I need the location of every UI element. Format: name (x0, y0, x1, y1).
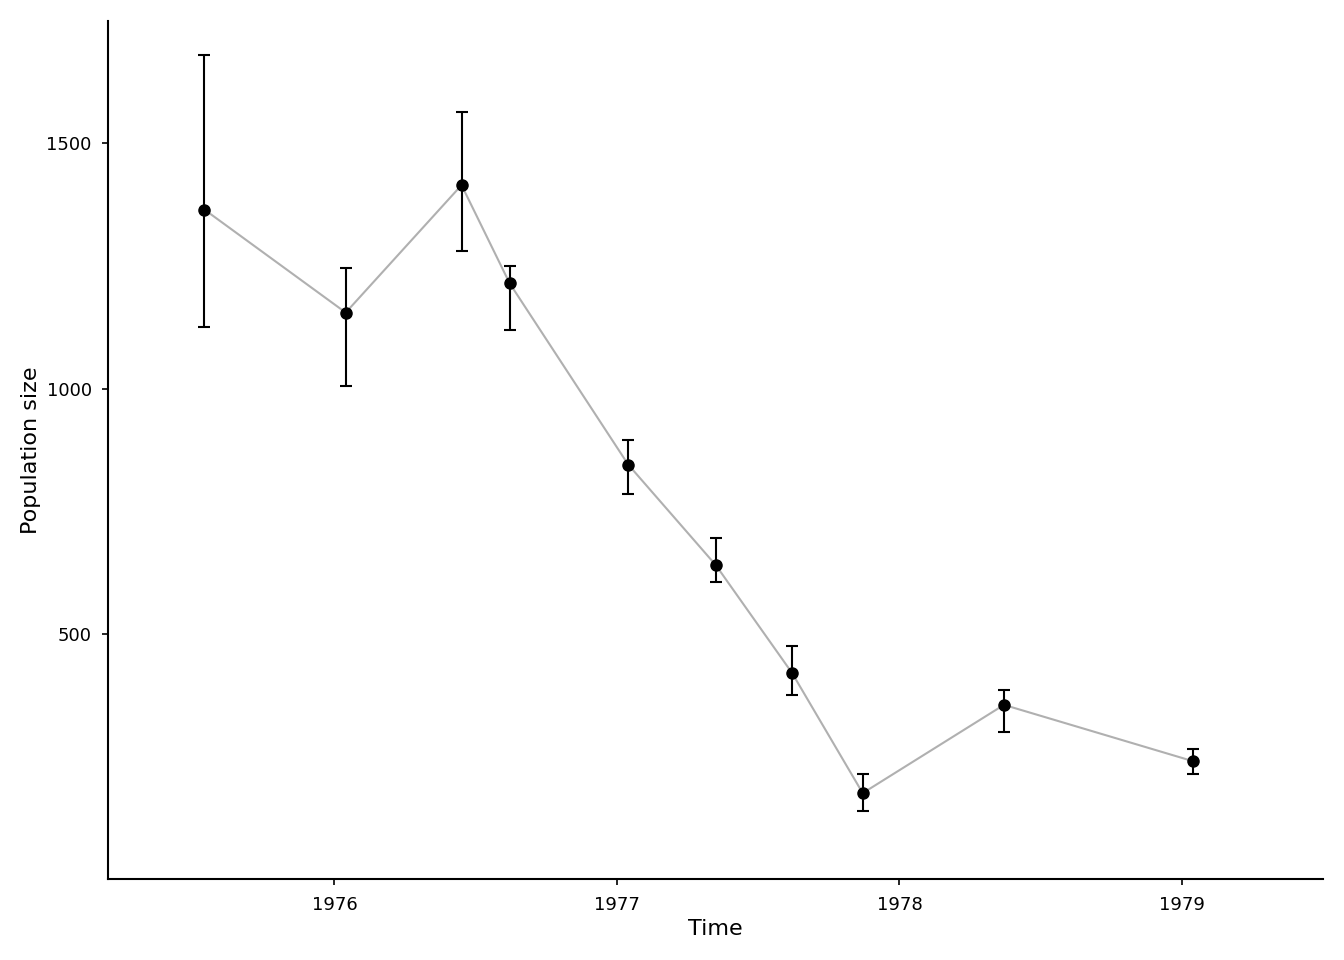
Point (1183, 754, 1204, 769)
Y-axis label: Population size: Population size (22, 366, 40, 534)
Point (335, 305, 356, 321)
X-axis label: Time: Time (688, 919, 743, 939)
Point (852, 785, 874, 801)
Point (781, 665, 802, 681)
Point (450, 178, 472, 193)
Point (706, 558, 727, 573)
Point (993, 697, 1015, 712)
Point (617, 457, 638, 472)
Point (194, 202, 215, 217)
Point (499, 276, 520, 291)
